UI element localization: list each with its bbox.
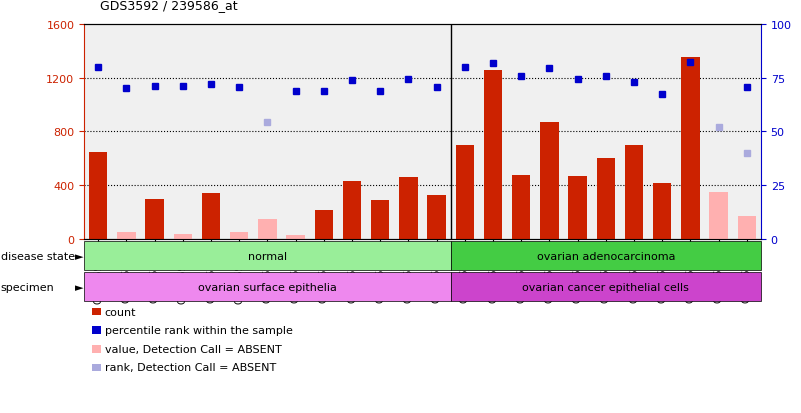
Text: specimen: specimen	[1, 282, 54, 292]
Bar	[174, 234, 192, 240]
Text: ►: ►	[74, 282, 83, 292]
Bar	[230, 233, 248, 240]
Bar	[117, 233, 135, 240]
Text: normal: normal	[248, 251, 287, 261]
Text: ovarian cancer epithelial cells: ovarian cancer epithelial cells	[522, 282, 690, 292]
Bar	[315, 210, 333, 240]
Bar	[371, 201, 389, 240]
Bar	[597, 159, 615, 240]
Bar	[287, 235, 305, 240]
Text: ►: ►	[74, 251, 83, 261]
Text: disease state: disease state	[1, 251, 75, 261]
Bar	[89, 152, 107, 240]
Bar	[540, 123, 558, 240]
Text: rank, Detection Call = ABSENT: rank, Detection Call = ABSENT	[105, 363, 276, 373]
Bar	[710, 192, 728, 240]
Text: value, Detection Call = ABSENT: value, Detection Call = ABSENT	[105, 344, 281, 354]
Bar	[451, 242, 761, 271]
Bar	[484, 71, 502, 240]
Text: percentile rank within the sample: percentile rank within the sample	[105, 325, 292, 335]
Bar	[84, 242, 451, 271]
Text: ovarian surface epithelia: ovarian surface epithelia	[198, 282, 337, 292]
Bar	[569, 176, 587, 240]
Text: count: count	[105, 307, 136, 317]
Bar	[258, 219, 276, 240]
Bar	[625, 146, 643, 240]
Bar	[202, 194, 220, 240]
Bar	[451, 273, 761, 301]
Text: GDS3592 / 239586_at: GDS3592 / 239586_at	[100, 0, 238, 12]
Bar	[84, 273, 451, 301]
Bar	[738, 217, 756, 240]
Text: ovarian adenocarcinoma: ovarian adenocarcinoma	[537, 251, 675, 261]
Bar	[653, 183, 671, 240]
Bar	[428, 195, 446, 240]
Bar	[343, 182, 361, 240]
Bar	[399, 178, 417, 240]
Bar	[682, 58, 699, 240]
Bar	[512, 175, 530, 240]
Bar	[146, 199, 163, 240]
Bar	[456, 146, 474, 240]
